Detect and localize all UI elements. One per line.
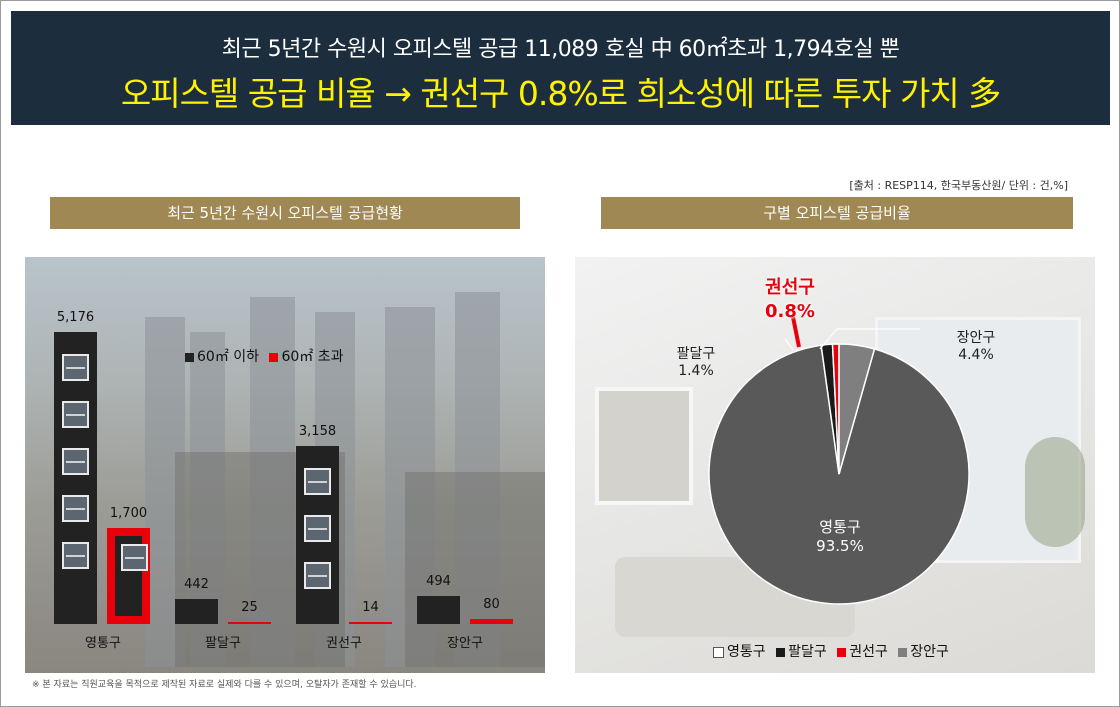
source-note: [출처 : RESP114, 한국부동산원/ 단위 : 건,%] <box>849 179 1068 192</box>
bar-chart-title: 최근 5년간 수원시 오피스텔 공급현황 <box>50 197 520 229</box>
leader-line-jangan <box>819 328 838 350</box>
bar-value-label: 25 <box>241 600 258 615</box>
window-icon <box>62 495 89 522</box>
bar-large-units <box>470 619 513 624</box>
pie-label-jangan: 장안구 4.4% <box>956 330 996 363</box>
category-label: 권선구 <box>326 636 362 651</box>
legend-swatch-large <box>269 352 279 362</box>
bar-value-label: 80 <box>483 597 500 613</box>
pie-chart-title: 구별 오피스텔 공급비율 <box>601 197 1073 229</box>
category-label: 영통구 <box>85 636 121 651</box>
pie-label-paldal: 팔달구 1.4% <box>676 346 716 379</box>
pie-legend: 영통구 팔달구 권선구 장안구 <box>713 641 955 661</box>
header-headline: 오피스텔 공급 비율 → 권선구 0.8%로 희소성에 따른 투자 가치 多 <box>120 74 1001 113</box>
legend-label-small: 60㎡ 이하 <box>197 349 260 365</box>
bar-large-units <box>349 622 392 624</box>
pie-chart <box>708 316 970 605</box>
leader-line-gwonseon <box>791 316 801 348</box>
bar-value-label: 442 <box>184 577 209 593</box>
bar-value-label: 494 <box>426 574 451 590</box>
bar-legend: 60㎡ 이하 60㎡ 초과 <box>185 346 344 366</box>
pie-legend-label: 권선구 <box>849 644 888 660</box>
bar-value-label: 1,700 <box>109 506 148 522</box>
bar-large-units <box>228 622 271 624</box>
bar-small-units <box>296 445 339 624</box>
bar-large-units <box>107 528 150 624</box>
pie-slice <box>708 344 970 605</box>
window-icon <box>62 448 89 475</box>
pie-slice <box>838 343 876 475</box>
pie-legend-swatch <box>713 646 724 658</box>
window-icon <box>62 542 89 569</box>
bar-value-label: 14 <box>362 600 379 615</box>
pie-label-yeongtong: 영통구 93.5% <box>816 518 864 555</box>
bar-value-label: 3,158 <box>298 423 337 439</box>
bar-value-label: 5,176 <box>56 310 95 325</box>
bar-small-units <box>175 599 218 624</box>
bar-small-units <box>417 596 460 624</box>
pie-label-gwonseon: 권선구 0.8% <box>765 277 815 322</box>
window-icon <box>304 514 331 542</box>
pie-legend-label: 영통구 <box>727 644 766 660</box>
window-icon <box>304 561 331 589</box>
header-subtitle: 최근 5년간 수원시 오피스텔 공급 11,089 호실 中 60㎡초과 1,7… <box>221 37 900 62</box>
leader-line-paldal <box>784 338 794 351</box>
bar-small-units <box>54 332 97 624</box>
legend-swatch-small <box>185 352 194 362</box>
window-icon <box>62 401 89 428</box>
pie-legend-label: 장안구 <box>910 644 949 660</box>
window-icon <box>121 544 148 572</box>
window-icon <box>304 467 331 495</box>
category-label: 팔달구 <box>205 636 241 651</box>
legend-label-large: 60㎡ 초과 <box>281 349 344 365</box>
pie-legend-label: 팔달구 <box>788 644 827 660</box>
window-icon <box>62 354 89 381</box>
category-label: 장안구 <box>447 636 483 651</box>
footnote: ※ 본 자료는 직원교육을 목적으로 제작된 자료로 실제와 다를 수 있으며,… <box>32 680 417 690</box>
pie-legend-swatch <box>776 647 786 657</box>
header-banner: 최근 5년간 수원시 오피스텔 공급 11,089 호실 中 60㎡초과 1,7… <box>11 11 1110 125</box>
pie-legend-swatch <box>837 647 847 657</box>
pie-legend-swatch <box>898 647 908 657</box>
